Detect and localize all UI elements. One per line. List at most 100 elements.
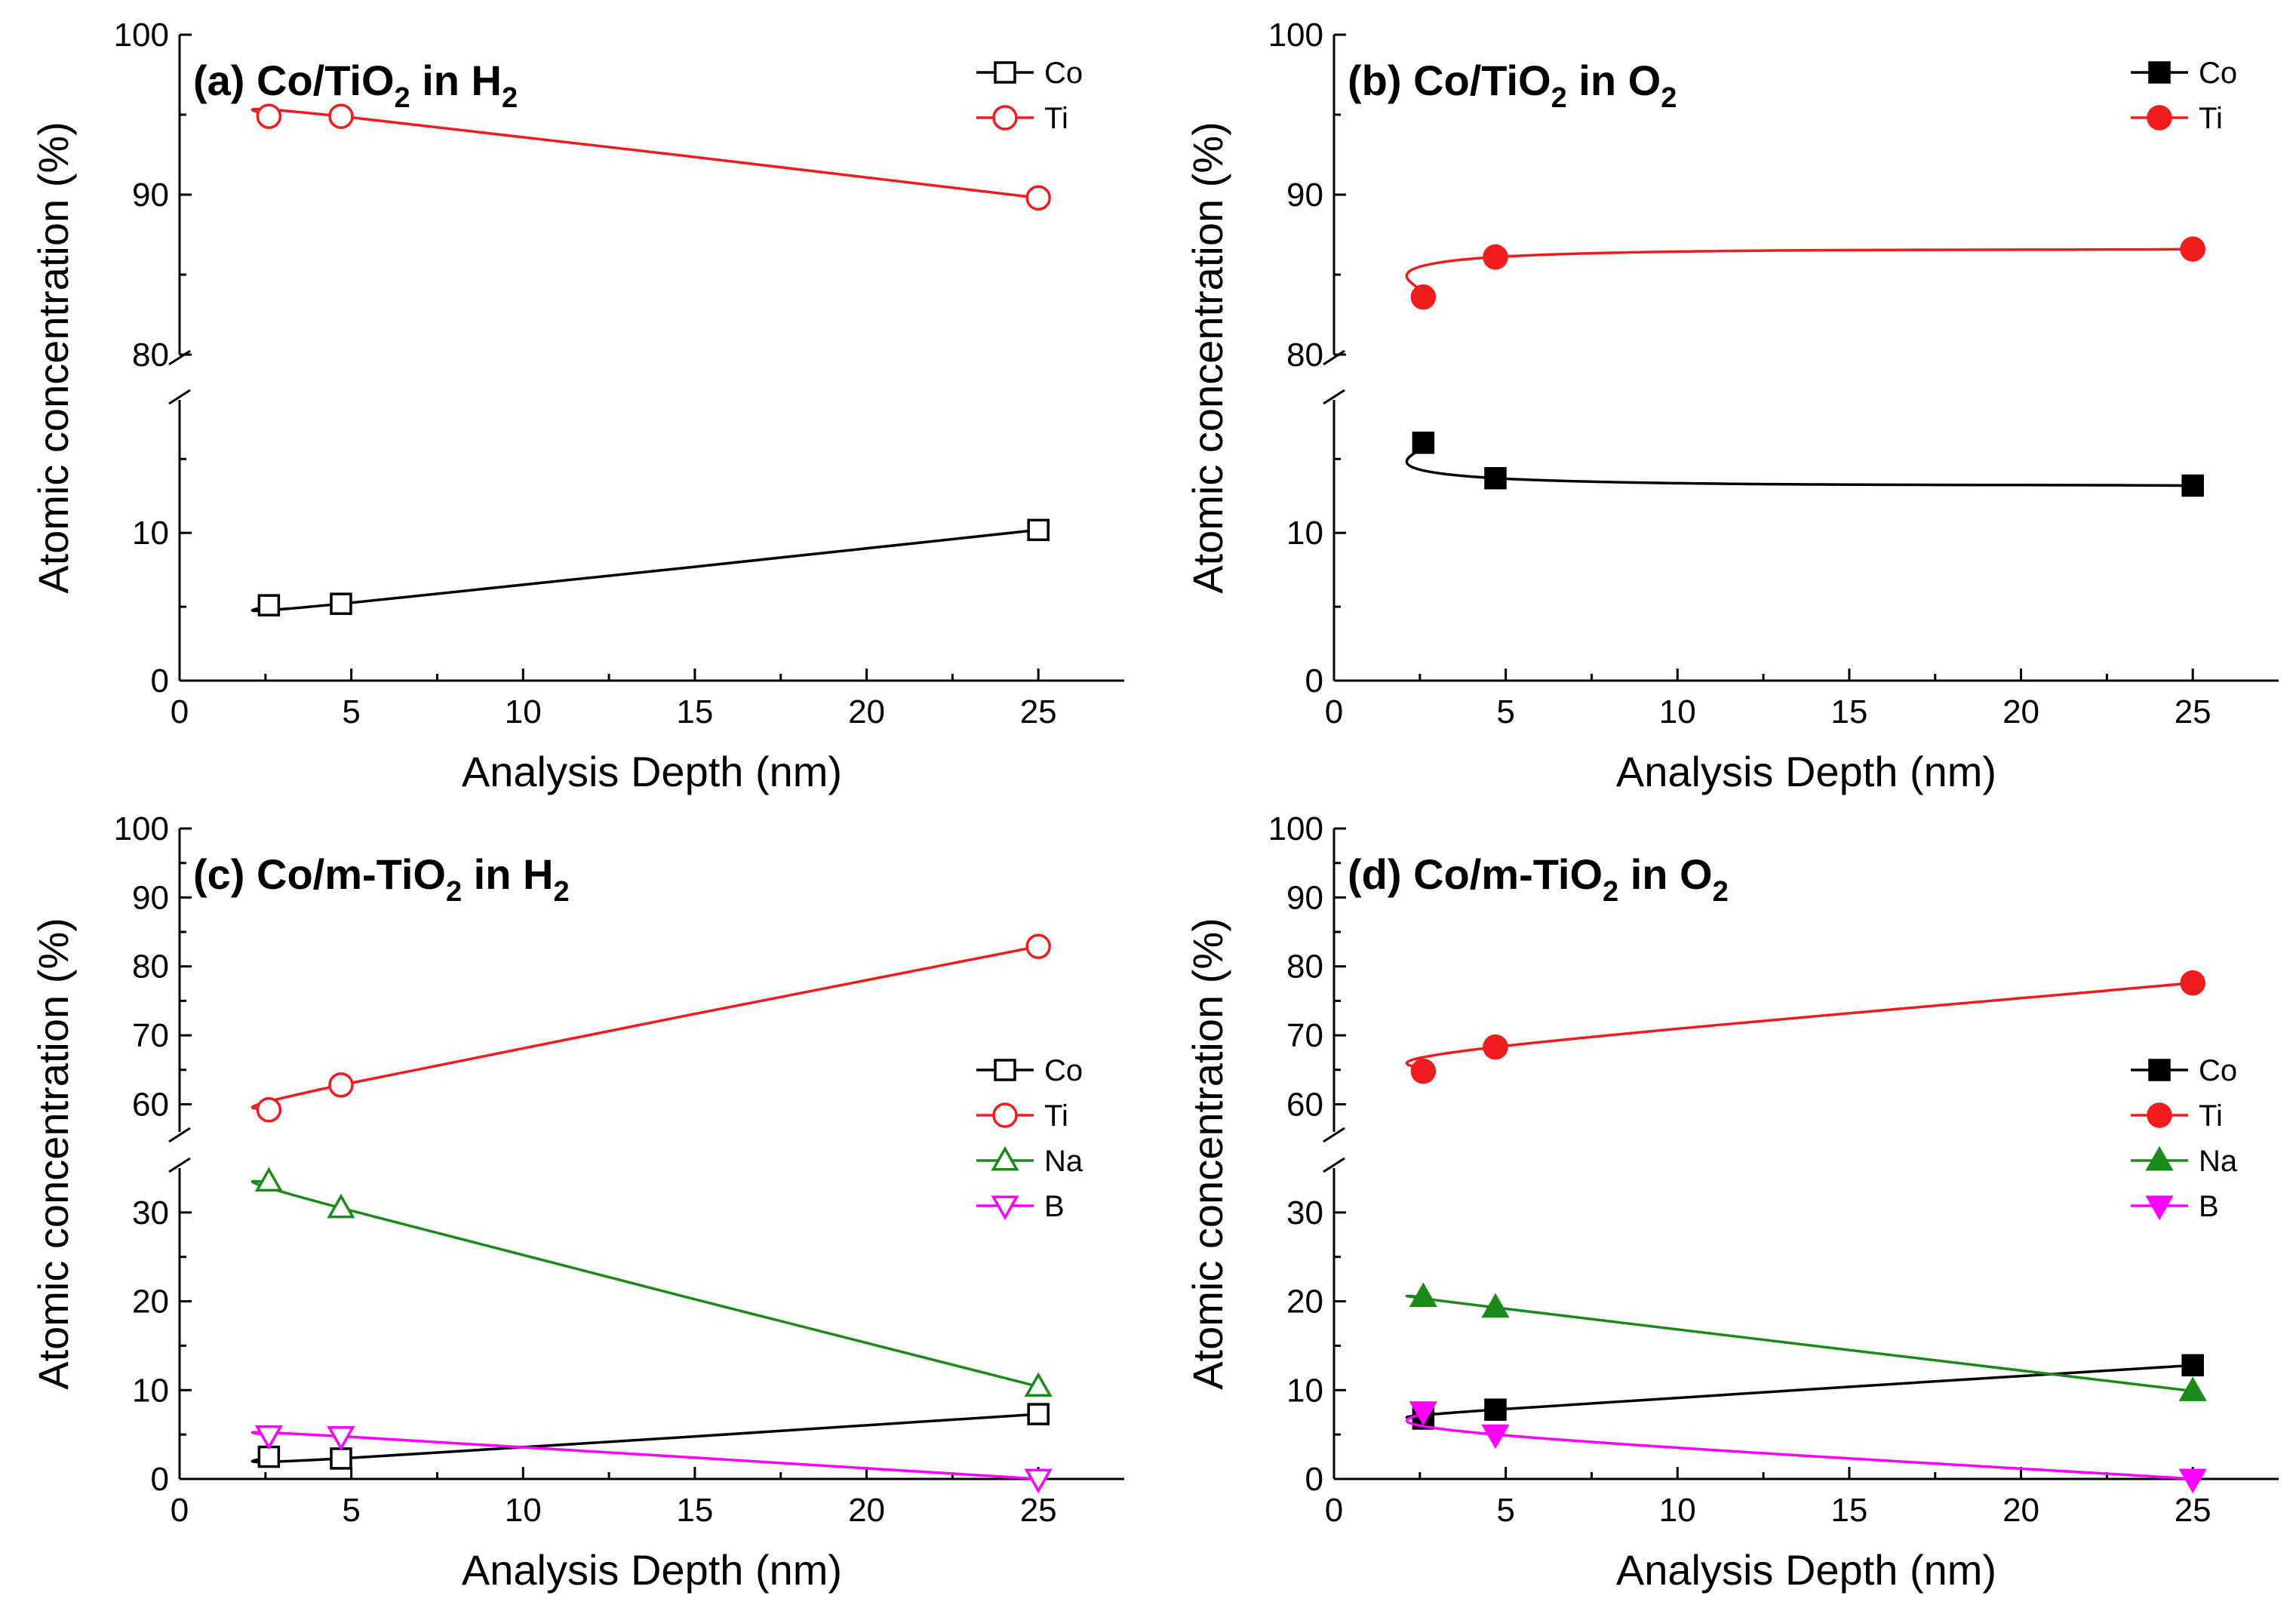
x-tick-label: 25 [2175,1492,2211,1529]
y-tick-label: 90 [1286,177,1323,214]
x-axis-title: Analysis Depth (nm) [462,748,842,795]
x-tick-label: 5 [342,693,360,730]
data-point-ti [2180,970,2205,996]
y-tick-label: 100 [1268,810,1323,847]
panel-title-subscript: 2 [1713,876,1729,908]
legend-label-na: Na [1044,1145,1083,1178]
y-tick-label: 10 [1286,1372,1323,1409]
series-line-ti [1405,981,2193,1073]
series-ti [251,933,1051,1123]
legend-marker-b [991,1195,1019,1221]
series-line-co [1405,441,2193,487]
x-tick-label: 10 [505,693,542,730]
x-tick-label: 0 [171,693,189,730]
data-point-co [1412,432,1435,454]
series-line-co [251,528,1039,613]
series-b [1405,1401,2207,1494]
legend: Co Ti [976,57,1083,135]
data-point-b [2178,1468,2207,1494]
data-point-b [1481,1424,1510,1450]
legend: Co Ti Na B [2131,1054,2238,1223]
y-tick-label: 100 [114,810,169,847]
data-point-na [1024,1372,1053,1397]
series-line-na [251,1179,1039,1388]
x-tick-label: 5 [1496,693,1514,730]
series-co [251,518,1050,616]
series-co [1405,1354,2204,1430]
y-tick-label: 20 [132,1284,169,1320]
data-point-ti [1483,244,1508,270]
x-axis-title: Analysis Depth (nm) [462,1546,842,1594]
legend-marker-ti [992,1102,1018,1128]
y-tick-label: 70 [132,1017,169,1054]
series-line-b [251,1431,1039,1480]
series-co [1405,432,2204,497]
y-tick-label: 60 [132,1086,169,1123]
panel-title-subscript: 2 [553,876,569,908]
axis-break-mark [168,389,191,405]
data-point-co [1484,467,1507,490]
legend-marker-na [2145,1145,2174,1171]
legend-marker-co [2148,61,2171,84]
y-tick-label: 0 [151,1461,169,1498]
legend-label-ti: Ti [1044,102,1068,135]
data-point-b [254,1425,283,1450]
legend: Co Ti [2131,57,2237,135]
x-tick-label: 20 [2002,693,2039,730]
x-tick-label: 5 [342,1492,360,1529]
legend-label-ti: Ti [2199,1099,2223,1133]
legend-marker-co [2148,1059,2171,1081]
y-tick-label: 30 [132,1194,169,1231]
axis-break-mark [168,1157,191,1173]
legend: Co Ti Na B [976,1054,1083,1223]
series-ti [1405,970,2205,1084]
panel-title-subscript: 2 [446,876,462,908]
data-point-ti [256,1097,282,1123]
panel-title-text: in O [1567,57,1661,104]
panel-title-text: (d) Co/m-TiO [1348,850,1603,898]
data-point-co [1027,518,1050,542]
panel-title-text: (a) Co/TiO [193,57,395,104]
y-tick-label: 100 [1268,17,1323,54]
y-tick-label: 100 [114,17,169,54]
axis-break-mark [1323,1127,1345,1143]
panel-title: (c) Co/m-TiO2 in H2 [193,850,570,908]
y-tick-label: 80 [1286,948,1323,985]
y-tick-label: 10 [1286,515,1323,552]
y-tick-label: 0 [1305,1461,1323,1498]
x-tick-label: 15 [1830,1492,1867,1529]
x-tick-label: 10 [1659,1492,1696,1529]
panel-title: (b) Co/TiO2 in O2 [1348,57,1677,114]
x-tick-label: 15 [676,1492,713,1529]
panel-a: 0 5 10 15 20 25 0 10 80 90 100 Analysis Depth (nm) A… [29,17,1124,795]
legend-label-ti: Ti [1044,1099,1068,1133]
x-axis-title: Analysis Depth (nm) [1616,1546,1996,1594]
panel-title-text: in H [462,850,553,898]
y-tick-label: 10 [132,1372,169,1409]
data-point-na [1481,1293,1510,1318]
y-tick-label: 90 [1286,879,1323,916]
series-b [251,1425,1053,1494]
y-axis-title: Atomic concentration (%) [29,121,77,594]
data-point-b [1024,1468,1053,1494]
y-tick-label: 70 [1286,1017,1323,1054]
data-point-ti [1025,933,1051,959]
x-tick-label: 15 [676,693,713,730]
data-point-na [1409,1282,1437,1308]
data-point-ti [1410,284,1437,310]
x-tick-label: 25 [1020,693,1057,730]
data-point-ti [328,1072,354,1098]
panel-title-text: in H [410,57,502,104]
panel-b: 0 5 10 15 20 25 0 10 80 90 100 Analysis Depth (nm) A… [1184,17,2279,795]
y-tick-label: 10 [132,515,169,552]
axis-break-mark [168,1127,191,1143]
panel-title-subscript: 2 [1661,82,1677,114]
x-tick-label: 5 [1496,1492,1514,1529]
y-tick-label: 90 [132,879,169,916]
data-point-na [254,1167,283,1192]
data-point-ti [2180,236,2205,262]
data-point-ti [328,103,354,129]
panel-title-text: in O [1618,850,1712,898]
x-tick-label: 0 [171,1492,189,1529]
